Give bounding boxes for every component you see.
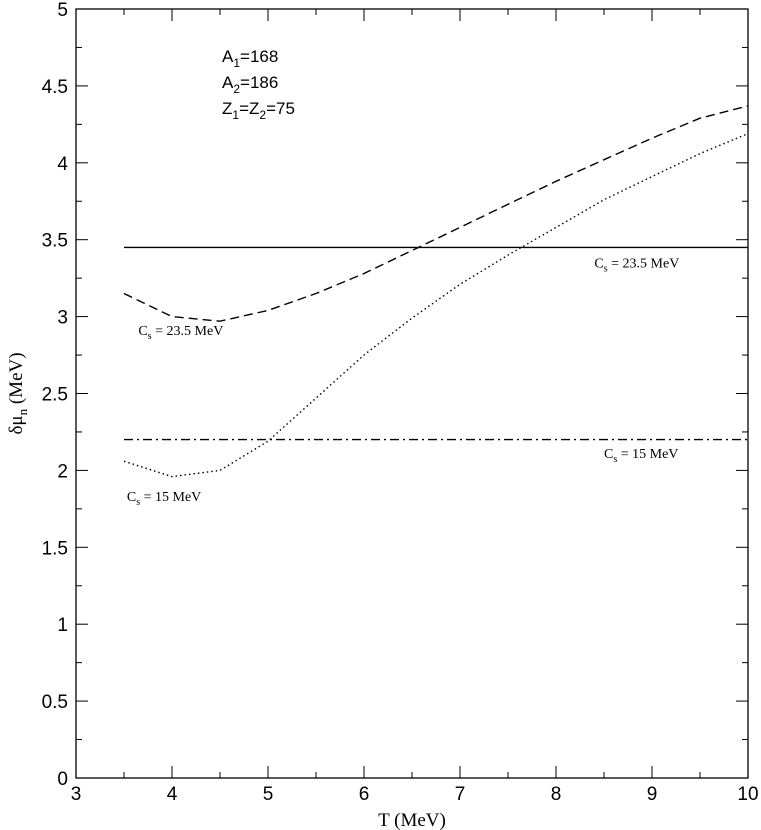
y-tick-label: 3 bbox=[57, 308, 68, 329]
y-tick-label: 2.5 bbox=[42, 385, 68, 406]
x-tick-label: 5 bbox=[263, 784, 274, 805]
series-layer bbox=[123, 105, 749, 478]
series-line-dashed bbox=[123, 105, 749, 322]
y-tick-label: 0.5 bbox=[42, 692, 68, 713]
x-axis-title: T (MeV) bbox=[378, 810, 446, 830]
x-tick-label: 6 bbox=[359, 784, 370, 805]
y-tick-label: 1.5 bbox=[42, 538, 68, 559]
series-annotation: Cs = 23.5 MeV bbox=[594, 256, 679, 274]
ticks-layer: 3 4 5 6 7 8 9 10 0 0.5 1 1.5 2 2.5 3 3.5 4 4.5 5 bbox=[42, 0, 759, 805]
parameter-label: A2=186 bbox=[222, 73, 278, 96]
x-tick-label: 8 bbox=[551, 784, 562, 805]
y-tick-label: 4.5 bbox=[42, 77, 68, 98]
series-annotation: Cs = 15 MeV bbox=[127, 490, 201, 508]
series-annotation: Cs = 23.5 MeV bbox=[138, 324, 223, 342]
x-tick-label: 9 bbox=[647, 784, 658, 805]
parameter-label: Z1=Z2=75 bbox=[222, 99, 295, 122]
y-tick-label: 0 bbox=[57, 769, 68, 790]
y-axis-title: δμn (MeV) bbox=[6, 352, 30, 434]
x-tick-label: 4 bbox=[167, 784, 178, 805]
y-tick-label: 2 bbox=[57, 461, 68, 482]
parameter-box: A1=168 A2=186 Z1=Z2=75 bbox=[222, 47, 295, 122]
y-tick-label: 4 bbox=[57, 154, 68, 175]
y-tick-label: 1 bbox=[57, 615, 68, 636]
y-tick-label: 5 bbox=[57, 0, 68, 21]
series-annotation: Cs = 15 MeV bbox=[604, 447, 678, 465]
plot-area bbox=[75, 8, 749, 779]
plot-frame bbox=[75, 8, 749, 779]
x-tick-label: 3 bbox=[71, 784, 82, 805]
series-line-dotted bbox=[123, 132, 749, 478]
annotations: Cs = 23.5 MeV Cs = 23.5 MeV Cs = 15 MeV Cs … bbox=[127, 256, 679, 508]
x-tick-label: 7 bbox=[455, 784, 466, 805]
parameter-label: A1=168 bbox=[222, 47, 278, 70]
axis-titles: T (MeV) δμn (MeV) bbox=[6, 352, 446, 830]
y-tick-label: 3.5 bbox=[42, 231, 68, 252]
x-tick-label: 10 bbox=[737, 784, 758, 805]
